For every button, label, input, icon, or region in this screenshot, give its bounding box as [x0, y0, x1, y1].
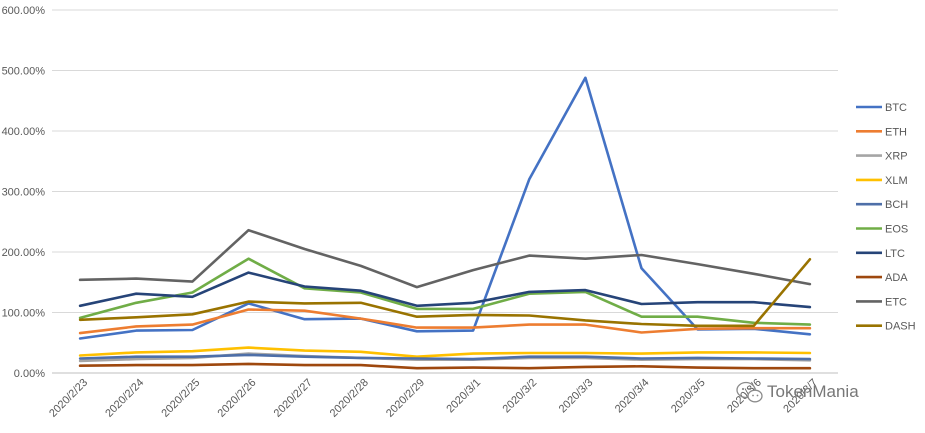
- x-tick-label: 2020/3/3: [557, 377, 596, 416]
- x-tick-label: 2020/2/28: [328, 377, 371, 420]
- series-line-btc: [78, 76, 812, 340]
- x-tick-label: 2020/3/2: [501, 377, 540, 416]
- legend-label-ada: ADA: [885, 272, 908, 284]
- y-tick-label: 200.00%: [2, 247, 46, 259]
- x-tick-label: 2020/2/29: [384, 377, 427, 420]
- x-tick-label: 2020/2/24: [103, 377, 146, 420]
- x-tick-label: 2020/2/26: [216, 377, 259, 420]
- series-line-bch: [78, 353, 812, 361]
- x-tick-label: 2020/3/1: [444, 377, 483, 416]
- y-tick-label: 300.00%: [2, 187, 46, 199]
- legend-label-eth: ETH: [885, 126, 907, 138]
- series-line-eth: [78, 308, 812, 335]
- x-tick-label: 2020/2/23: [47, 377, 90, 420]
- series-line-eos: [78, 257, 812, 326]
- legend-label-ltc: LTC: [885, 248, 905, 260]
- watermark: TokenMania: [736, 381, 859, 403]
- x-axis: 2020/2/23 2020/2/24 2020/2/25 2020/2/26 2020…: [47, 377, 820, 420]
- x-tick-label: 2020/2/25: [159, 377, 202, 420]
- y-tick-label: 0.00%: [14, 368, 45, 380]
- watermark-text: TokenMania: [767, 382, 859, 401]
- series-lines: [78, 76, 812, 370]
- grid-lines: [52, 9, 838, 374]
- legend-label-dash: DASH: [885, 321, 916, 333]
- y-tick-label: 400.00%: [2, 126, 46, 138]
- y-tick-label: 600.00%: [2, 5, 46, 17]
- legend: BTC ETH XRP XLM BCH EOS LTC ADA ETC DASH: [856, 102, 916, 333]
- series-line-ltc: [78, 271, 812, 309]
- legend-label-xlm: XLM: [885, 175, 908, 187]
- x-tick-label: 2020/2/27: [272, 377, 315, 420]
- series-line-xlm: [78, 346, 812, 359]
- legend-label-btc: BTC: [885, 102, 907, 114]
- legend-label-xrp: XRP: [885, 151, 908, 163]
- legend-label-etc: ETC: [885, 296, 907, 308]
- series-line-dash: [78, 257, 812, 328]
- x-tick-label: 2020/3/4: [613, 377, 652, 416]
- y-axis: 0.00% 100.00% 200.00% 300.00% 400.00% 500.00%…: [2, 5, 46, 380]
- y-tick-label: 100.00%: [2, 308, 46, 320]
- series-line-etc: [78, 228, 812, 289]
- y-tick-label: 500.00%: [2, 66, 46, 78]
- legend-label-bch: BCH: [885, 199, 908, 211]
- series-line-ada: [78, 362, 812, 370]
- legend-label-eos: EOS: [885, 224, 908, 236]
- x-tick-label: 2020/3/5: [669, 377, 708, 416]
- wechat-icon: [736, 381, 763, 403]
